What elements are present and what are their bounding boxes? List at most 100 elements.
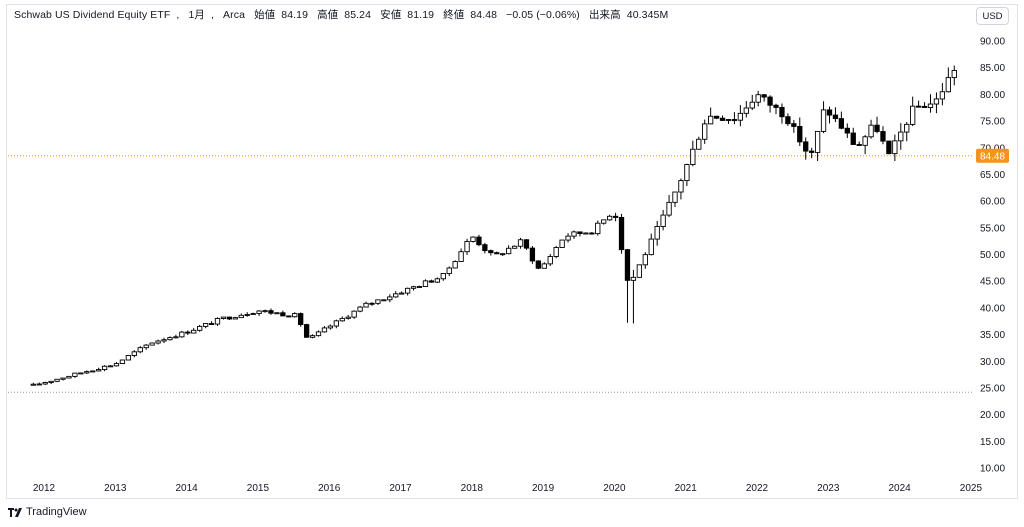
candle [101, 365, 108, 372]
y-tick-label: 60.00 [980, 197, 1005, 208]
candle-body [482, 244, 488, 252]
candle [303, 323, 310, 338]
candle-body [345, 316, 351, 319]
candle-body [654, 226, 660, 240]
candle-body [809, 150, 815, 153]
y-tick-label: 70.00 [980, 143, 1005, 154]
candle [612, 212, 619, 222]
candle [298, 312, 304, 327]
candle-body [54, 378, 60, 382]
candle-body [333, 320, 339, 327]
candle-body [612, 215, 619, 218]
candle [927, 94, 934, 113]
candle [84, 370, 90, 375]
price-axis[interactable]: 10.00 15.00 20.00 25.00 30.00 35.00 40.00 45.00… [980, 37, 1005, 475]
candle-body [951, 70, 957, 79]
candle [131, 350, 137, 358]
candle [107, 365, 114, 368]
last-price-tag-text: 84.48 [980, 151, 1005, 162]
candle [785, 113, 791, 126]
candle [309, 334, 316, 339]
candle-body [648, 238, 654, 256]
candle-body [642, 254, 648, 266]
y-tick-label: 85.00 [980, 63, 1005, 74]
candle-body [321, 327, 328, 333]
candle-body [779, 106, 785, 118]
candle [399, 291, 405, 295]
legend-sep-1: , [176, 9, 183, 21]
legend-volume-value: 40.345M [626, 9, 669, 21]
candle-body [280, 312, 286, 317]
candle [951, 65, 957, 86]
candle [72, 372, 78, 378]
candle-body [494, 252, 500, 255]
candle [113, 362, 120, 367]
candle [250, 312, 256, 316]
candle [915, 100, 922, 108]
candle [256, 310, 262, 316]
candle-body [636, 264, 643, 278]
tradingview-logo-icon [8, 507, 22, 517]
candle [446, 266, 452, 277]
candle [589, 231, 595, 235]
candle-body [185, 331, 191, 334]
candle-body [167, 337, 173, 341]
candle [321, 325, 328, 333]
x-tick-label: 2017 [389, 483, 412, 494]
candle-body [268, 310, 274, 314]
legend-symbol[interactable]: Schwab US Dividend Equity ETF [14, 9, 171, 21]
candle-body [113, 363, 120, 367]
candle-body [921, 105, 928, 108]
tradingview-branding[interactable]: TradingView [8, 506, 87, 518]
candle [327, 324, 334, 330]
candle-body [387, 296, 393, 301]
candle-body [78, 372, 84, 375]
candle-body [60, 377, 66, 380]
y-tick-label: 55.00 [980, 223, 1005, 234]
candle-body [131, 351, 137, 356]
candle [743, 101, 749, 118]
candle-body [369, 302, 375, 305]
candle [119, 359, 126, 365]
candle [143, 344, 149, 350]
candle [208, 321, 215, 325]
candle-body [517, 239, 524, 247]
candle-body [393, 293, 399, 298]
candle-body [298, 313, 304, 326]
candle [96, 367, 102, 372]
candle-body [713, 115, 720, 119]
chart-frame [6, 4, 1018, 499]
candle [809, 147, 815, 159]
candle [910, 96, 916, 127]
candle [886, 140, 892, 155]
candle-body [892, 140, 898, 155]
candle-body [303, 324, 310, 338]
y-tick-label: 80.00 [980, 90, 1005, 101]
candle-body [915, 105, 922, 108]
candle [791, 119, 797, 133]
x-tick-label: 2013 [104, 483, 127, 494]
candle [286, 315, 292, 318]
candle [268, 308, 274, 315]
candle [684, 163, 690, 186]
candle-body [488, 250, 494, 254]
candle [565, 233, 571, 243]
candle-body [541, 263, 547, 269]
legend-sep-2: , [210, 9, 218, 21]
candle-body [678, 180, 684, 193]
last-price-tag-bg [976, 148, 1009, 163]
candle-body [505, 247, 512, 255]
candle [630, 269, 637, 324]
candle [832, 107, 839, 123]
candle [601, 219, 607, 225]
currency-button[interactable]: USD [976, 7, 1009, 25]
candle [315, 330, 322, 337]
time-axis[interactable]: 2012 2013 2014 2015 2016 2017 2018 2019 2020 2021… [33, 483, 983, 494]
candle [898, 123, 904, 150]
candle [737, 105, 744, 127]
y-tick-label: 10.00 [980, 464, 1005, 475]
candle-body [660, 214, 666, 227]
candle [232, 316, 238, 320]
candle-body [791, 123, 797, 127]
